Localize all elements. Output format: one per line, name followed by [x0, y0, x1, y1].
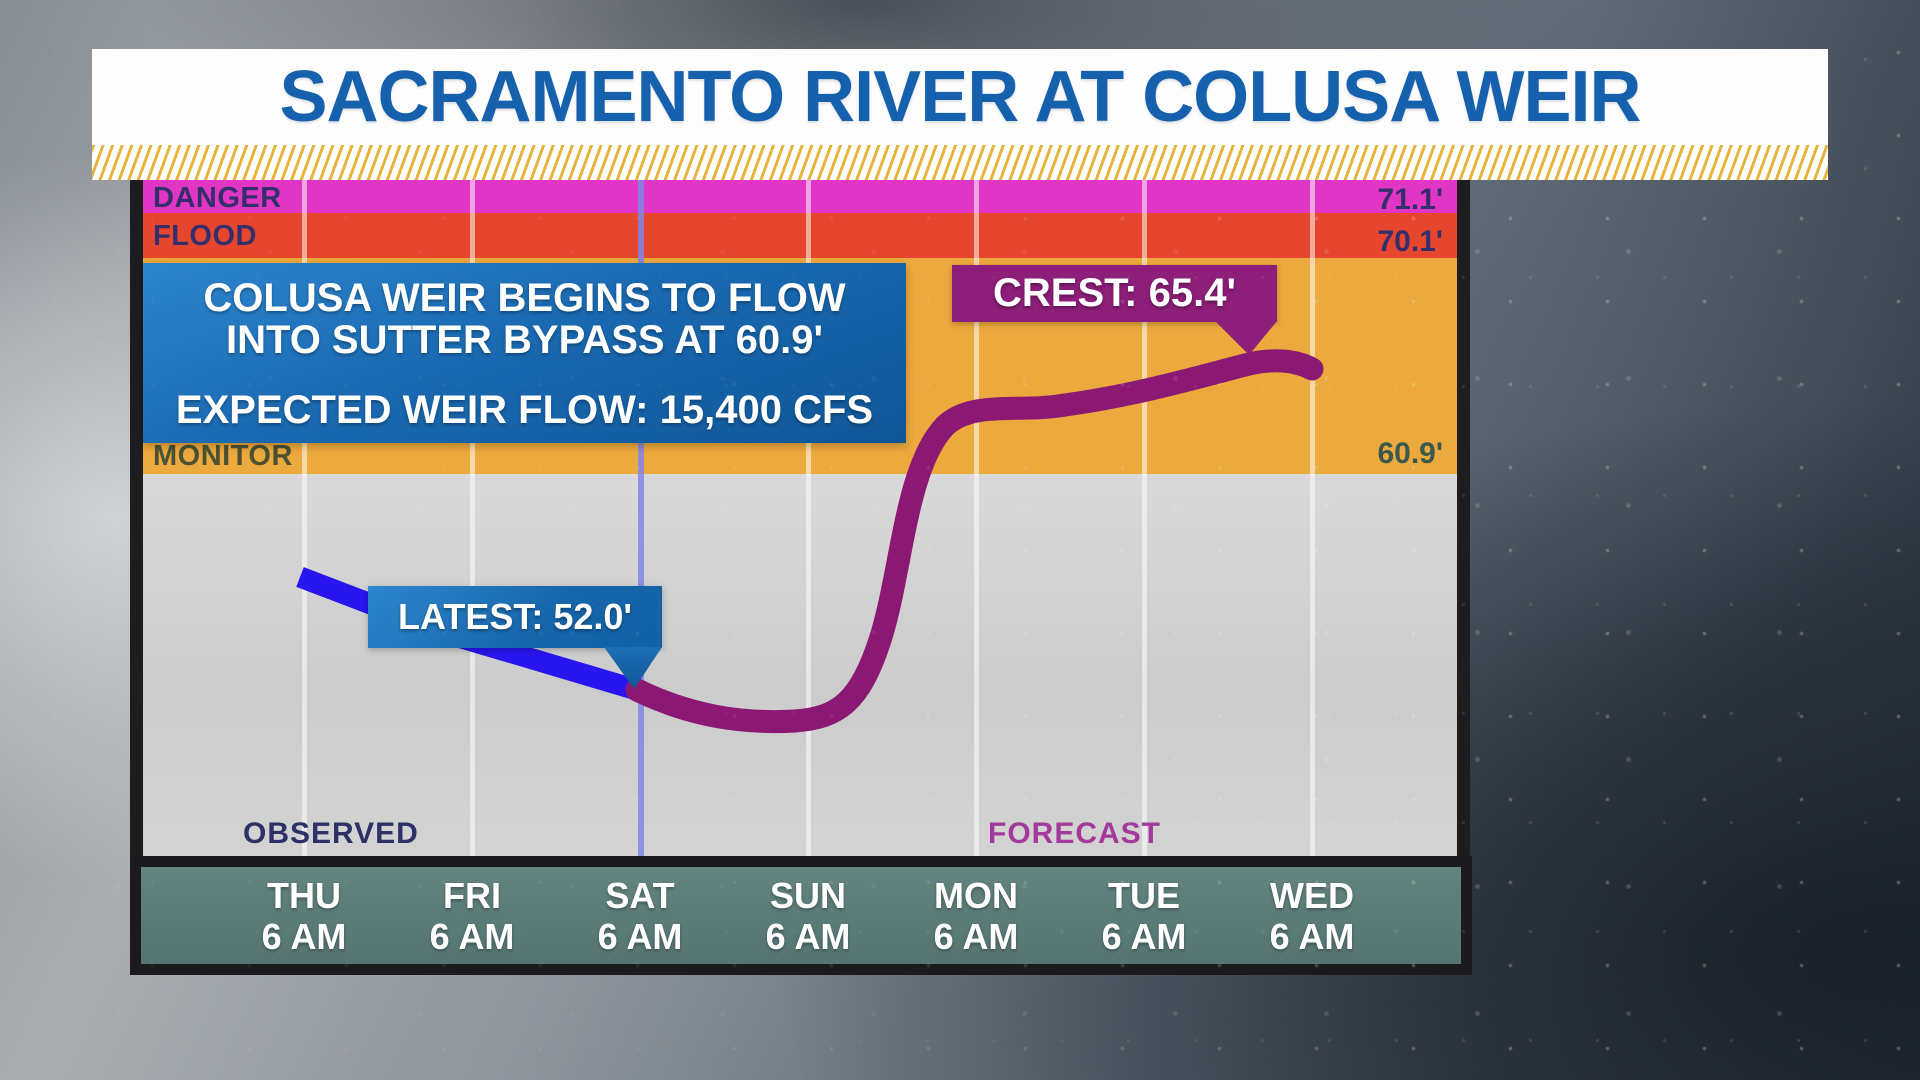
crest-callout: CREST: 65.4' [952, 265, 1277, 322]
axis-day-label: TUE 6 AM [1101, 875, 1187, 957]
title-banner: SACRAMENTO RIVER AT COLUSA WEIR [92, 49, 1828, 145]
day-gridline [302, 180, 307, 857]
crest-value: CREST: 65.4' [993, 271, 1236, 315]
below-monitor-area [143, 474, 1457, 857]
danger-band [143, 180, 1457, 213]
callout-line2: INTO SUTTER BYPASS AT 60.9' [225, 318, 824, 362]
observed-section-label: OBSERVED [243, 817, 419, 850]
monitor-band-label: MONITOR [153, 440, 293, 472]
danger-level-value: 71.1' [1377, 183, 1443, 216]
time-axis-bar: THU 6 AM FRI 6 AM SAT 6 AM SUN 6 AM MON 6 AM TUE 6 … [130, 856, 1472, 975]
callout-line3: EXPECTED WEIR FLOW: 15,400 CFS [175, 388, 874, 432]
chart-frame-left [130, 180, 143, 856]
axis-day-label: FRI 6 AM [429, 875, 515, 957]
gold-hatch-stripe [92, 145, 1828, 180]
danger-band-label: DANGER [153, 182, 282, 214]
latest-value: LATEST: 52.0' [398, 596, 632, 637]
axis-day-label: SAT 6 AM [597, 875, 683, 957]
callout-line1: COLUSA WEIR BEGINS TO FLOW [203, 276, 846, 320]
axis-day-label: THU 6 AM [261, 875, 347, 957]
axis-day-label: SUN 6 AM [765, 875, 851, 957]
forecast-section-label: FORECAST [988, 817, 1161, 850]
day-gridline [470, 180, 475, 857]
flood-band [143, 213, 1457, 258]
axis-day-label: WED 6 AM [1269, 875, 1355, 957]
latest-callout: LATEST: 52.0' [368, 586, 662, 648]
axis-day-label: MON 6 AM [933, 875, 1019, 957]
chart-frame-right [1457, 180, 1470, 856]
page-title: SACRAMENTO RIVER AT COLUSA WEIR [279, 57, 1641, 137]
weir-info-callout: COLUSA WEIR BEGINS TO FLOW INTO SUTTER B… [143, 263, 906, 443]
day-gridline [1310, 180, 1315, 857]
flood-level-value: 70.1' [1377, 225, 1443, 258]
flood-band-label: FLOOD [153, 220, 257, 252]
monitor-level-value: 60.9' [1377, 437, 1443, 470]
